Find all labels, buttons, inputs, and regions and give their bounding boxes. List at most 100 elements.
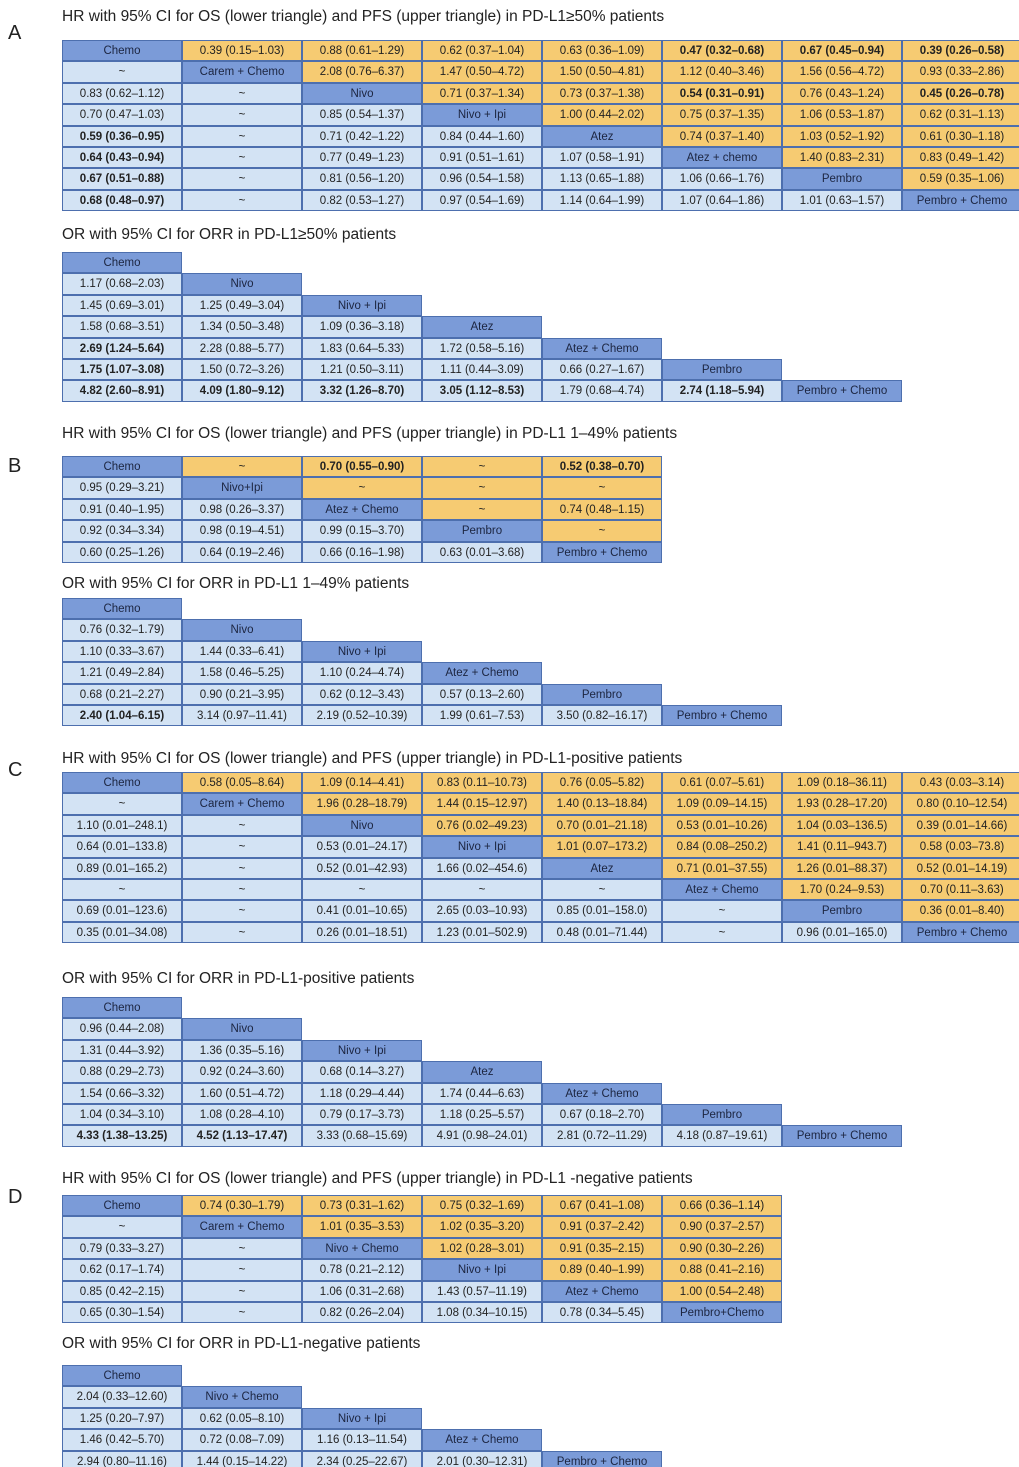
estimate-cell: 0.70 (0.01–21.18) — [542, 814, 662, 837]
treatment-cell: Nivo + Chemo — [302, 1237, 422, 1260]
panel-label: C — [8, 759, 23, 781]
estimate-cell: 0.68 (0.21–2.27) — [62, 683, 182, 705]
treatment-cell: Atez + Chemo — [422, 1429, 542, 1451]
estimate-cell: 1.09 (0.14–4.41) — [302, 772, 422, 794]
estimate-cell: 0.96 (0.54–1.58) — [422, 168, 542, 190]
estimate-cell: 0.73 (0.37–1.38) — [542, 82, 662, 105]
estimate-cell: 0.64 (0.43–0.94) — [62, 147, 182, 169]
estimate-cell: ~ — [62, 1216, 182, 1238]
estimate-cell: 0.81 (0.56–1.20) — [302, 168, 422, 190]
estimate-cell: 1.09 (0.09–14.15) — [662, 793, 782, 815]
estimate-cell: 1.06 (0.53–1.87) — [782, 104, 902, 126]
estimate-cell: 0.59 (0.36–0.95) — [62, 125, 182, 147]
estimate-cell: ~ — [542, 520, 662, 542]
estimate-cell: 1.23 (0.01–502.9) — [422, 921, 542, 944]
table-title: OR with 95% CI for ORR in PD-L1-negative… — [62, 1335, 421, 1352]
estimate-cell: 0.36 (0.01–8.40) — [902, 900, 1019, 922]
estimate-cell: 2.34 (0.25–22.67) — [302, 1450, 422, 1467]
estimate-cell: 0.92 (0.24–3.60) — [182, 1061, 302, 1083]
estimate-cell: 0.62 (0.37–1.04) — [422, 40, 542, 62]
treatment-cell: Nivo — [302, 82, 422, 105]
estimate-cell: 0.66 (0.36–1.14) — [662, 1195, 782, 1217]
estimate-cell: 0.96 (0.44–2.08) — [62, 1018, 182, 1040]
estimate-cell: 0.63 (0.36–1.09) — [542, 40, 662, 62]
estimate-cell: 3.33 (0.68–15.69) — [302, 1125, 422, 1147]
estimate-cell: 0.66 (0.27–1.67) — [542, 359, 662, 381]
estimate-cell: 1.83 (0.64–5.33) — [302, 337, 422, 359]
treatment-cell: Pembro + Chemo — [782, 1125, 902, 1147]
treatment-cell: Pembro — [782, 168, 902, 190]
estimate-cell: 0.91 (0.37–2.42) — [542, 1216, 662, 1238]
estimate-cell: 0.79 (0.17–3.73) — [302, 1104, 422, 1126]
estimate-cell: 0.90 (0.21–3.95) — [182, 683, 302, 705]
estimate-cell: 1.07 (0.58–1.91) — [542, 147, 662, 169]
estimate-cell: 1.58 (0.46–5.25) — [182, 662, 302, 684]
estimate-cell: 0.65 (0.30–1.54) — [62, 1302, 182, 1324]
estimate-cell: 0.39 (0.01–14.66) — [902, 814, 1019, 837]
estimate-cell: ~ — [182, 900, 302, 922]
estimate-cell: 1.99 (0.61–7.53) — [422, 705, 542, 727]
estimate-cell: 4.33 (1.38–13.25) — [62, 1125, 182, 1147]
estimate-cell: 0.48 (0.01–71.44) — [542, 921, 662, 944]
estimate-cell: ~ — [182, 456, 302, 478]
estimate-cell: 1.60 (0.51–4.72) — [182, 1082, 302, 1104]
estimate-cell: 0.62 (0.17–1.74) — [62, 1259, 182, 1281]
treatment-cell: Nivo+Ipi — [182, 477, 302, 499]
treatment-cell: Carem + Chemo — [182, 793, 302, 815]
estimate-cell: 0.58 (0.05–8.64) — [182, 772, 302, 794]
treatment-cell: Chemo — [62, 1195, 182, 1217]
estimate-cell: 0.76 (0.02–49.23) — [422, 814, 542, 837]
treatment-cell: Pembro + Chemo — [902, 921, 1019, 944]
estimate-cell: 0.84 (0.44–1.60) — [422, 125, 542, 147]
estimate-cell: 0.47 (0.32–0.68) — [662, 40, 782, 62]
estimate-cell: 3.05 (1.12–8.53) — [422, 380, 542, 402]
estimate-cell: 1.09 (0.18–36.11) — [782, 772, 902, 794]
estimate-cell: 1.01 (0.63–1.57) — [782, 189, 902, 212]
estimate-cell: 2.69 (1.24–5.64) — [62, 337, 182, 359]
estimate-cell: 1.44 (0.15–14.22) — [182, 1450, 302, 1467]
estimate-cell: ~ — [182, 189, 302, 212]
treatment-cell: Nivo + Ipi — [422, 1259, 542, 1281]
estimate-cell: 1.10 (0.33–3.67) — [62, 640, 182, 663]
treatment-cell: Pembro + Chemo — [902, 189, 1019, 212]
estimate-cell: 0.91 (0.40–1.95) — [62, 498, 182, 521]
treatment-cell: Pembro — [542, 683, 662, 705]
estimate-cell: 1.50 (0.72–3.26) — [182, 359, 302, 381]
treatment-cell: Chemo — [62, 252, 182, 274]
estimate-cell: 1.04 (0.03–136.5) — [782, 814, 902, 837]
treatment-cell: Nivo + Ipi — [302, 294, 422, 317]
treatment-cell: Nivo + Chemo — [182, 1386, 302, 1408]
estimate-cell: 1.44 (0.15–12.97) — [422, 793, 542, 815]
estimate-cell: 0.83 (0.11–10.73) — [422, 772, 542, 794]
estimate-cell: 1.16 (0.13–11.54) — [302, 1429, 422, 1451]
estimate-cell: ~ — [422, 879, 542, 901]
estimate-cell: 1.00 (0.54–2.48) — [662, 1280, 782, 1302]
treatment-cell: Nivo + Ipi — [422, 104, 542, 126]
estimate-cell: 1.44 (0.33–6.41) — [182, 640, 302, 663]
estimate-cell: ~ — [182, 125, 302, 147]
estimate-cell: 0.53 (0.01–10.26) — [662, 814, 782, 837]
estimate-cell: 1.01 (0.35–3.53) — [302, 1216, 422, 1238]
estimate-cell: 3.14 (0.97–11.41) — [182, 705, 302, 727]
estimate-cell: 1.08 (0.34–10.15) — [422, 1302, 542, 1324]
treatment-cell: Chemo — [62, 40, 182, 62]
treatment-cell: Atez + Chemo — [542, 1280, 662, 1302]
estimate-cell: 1.96 (0.28–18.79) — [302, 793, 422, 815]
estimate-cell: 1.74 (0.44–6.63) — [422, 1082, 542, 1104]
estimate-cell: ~ — [182, 1302, 302, 1324]
estimate-cell: 0.39 (0.26–0.58) — [902, 40, 1019, 62]
estimate-cell: 0.70 (0.55–0.90) — [302, 456, 422, 478]
estimate-cell: 0.64 (0.19–2.46) — [182, 541, 302, 563]
estimate-cell: 1.31 (0.44–3.92) — [62, 1039, 182, 1062]
estimate-cell: 1.66 (0.02–454.6) — [422, 857, 542, 879]
estimate-cell: 0.78 (0.34–5.45) — [542, 1302, 662, 1324]
treatment-cell: Nivo — [182, 273, 302, 295]
estimate-cell: ~ — [182, 814, 302, 837]
treatment-cell: Nivo + Ipi — [302, 1407, 422, 1430]
estimate-cell: 0.61 (0.07–5.61) — [662, 772, 782, 794]
estimate-cell: 1.79 (0.68–4.74) — [542, 380, 662, 402]
estimate-cell: 1.43 (0.57–11.19) — [422, 1280, 542, 1302]
estimate-cell: 0.89 (0.01–165.2) — [62, 857, 182, 879]
estimate-cell: 0.68 (0.14–3.27) — [302, 1061, 422, 1083]
table-title: HR with 95% CI for OS (lower triangle) a… — [62, 750, 683, 767]
